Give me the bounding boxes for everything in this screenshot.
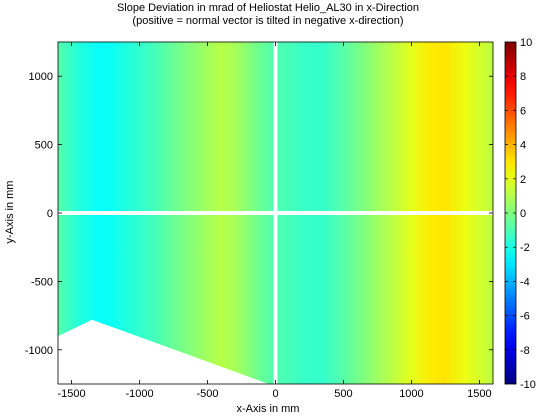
x-tick-label: 1000 bbox=[399, 388, 423, 400]
colorbar-tick-label: 8 bbox=[520, 71, 526, 83]
horizontal-gap bbox=[58, 211, 493, 215]
colorbar-tick-label: 4 bbox=[520, 140, 526, 152]
x-tick-label: -500 bbox=[197, 388, 219, 400]
colorbar-tick-label: -4 bbox=[520, 276, 530, 288]
x-tick-label: -1500 bbox=[58, 388, 86, 400]
colorbar-tick-label: -2 bbox=[520, 242, 530, 254]
colorbar-tick-label: -10 bbox=[520, 379, 536, 391]
x-tick-label: 1500 bbox=[467, 388, 491, 400]
y-tick-label: -500 bbox=[31, 276, 53, 288]
colorbar-tick-label: -8 bbox=[520, 345, 530, 357]
x-tick-label: 0 bbox=[272, 388, 278, 400]
x-axis-title: x-Axis in mm bbox=[236, 403, 300, 415]
colorbar-tick-label: -6 bbox=[520, 311, 530, 323]
colorbar-tick-label: 10 bbox=[520, 37, 532, 49]
y-axis-title: y-Axis in mm bbox=[4, 180, 16, 244]
x-tick-label: 500 bbox=[334, 388, 352, 400]
missing-region bbox=[58, 319, 269, 384]
chart-title: Slope Deviation in mrad of Heliostat Hel… bbox=[116, 2, 420, 14]
chart-subtitle: (positive = normal vector is tilted in n… bbox=[132, 15, 404, 27]
colorbar-tick-label: 0 bbox=[520, 208, 526, 220]
y-tick-label: -1000 bbox=[25, 345, 53, 357]
x-tick-label: -1000 bbox=[125, 388, 153, 400]
y-tick-label: 0 bbox=[47, 208, 53, 220]
y-tick-label: 500 bbox=[35, 140, 53, 152]
colorbar-tick-label: 6 bbox=[520, 105, 526, 117]
y-tick-label: 1000 bbox=[29, 71, 53, 83]
colorbar-tick-label: 2 bbox=[520, 174, 526, 186]
